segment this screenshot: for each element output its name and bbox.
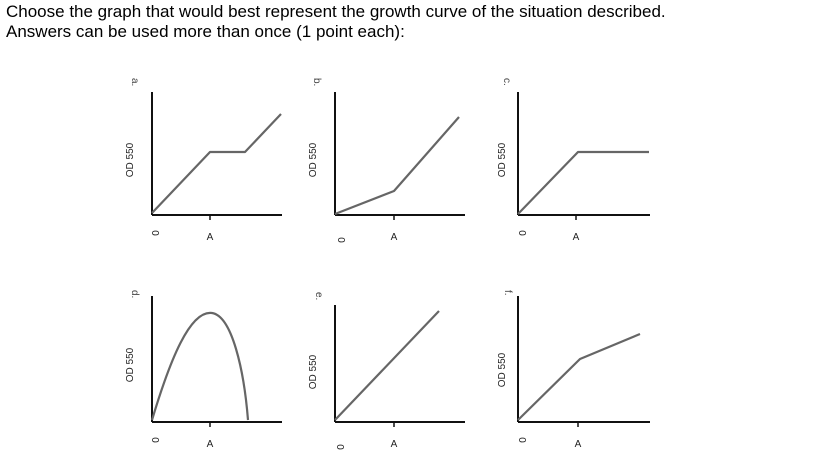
question-line-1: Choose the graph that would best represe… [6, 2, 666, 21]
x-tick-label-origin: 0 [335, 237, 346, 243]
graph-panel-3: c. OD 550 0 A [497, 78, 650, 243]
x-tick-label-origin: 0 [149, 437, 160, 443]
x-tick-label-a: A [207, 232, 214, 243]
y-axis-label: OD 550 [308, 354, 319, 389]
question-text: Choose the graph that would best represe… [6, 2, 666, 42]
growth-curve [150, 311, 250, 421]
x-tick-label-a: A [391, 232, 398, 243]
growth-curve [517, 150, 649, 215]
x-tick-label-origin: 0 [149, 230, 160, 236]
y-axis-label: OD 550 [308, 142, 319, 177]
x-tick-label-origin: 0 [516, 437, 527, 443]
y-axis-label: OD 550 [497, 142, 508, 177]
y-axis-label: OD 550 [497, 352, 508, 387]
graph-letter: b. [311, 78, 322, 86]
graph-letter: f. [502, 290, 513, 296]
graph-panel-5: e. OD 550 0 A [308, 292, 465, 450]
y-axis-label: OD 550 [125, 142, 136, 177]
x-tick-label-a: A [207, 439, 214, 450]
graph-panel-1: a. OD 550 0 A [125, 78, 282, 243]
graph-panel-2: b. OD 550 0 A [308, 78, 465, 243]
x-tick-label-a: A [573, 232, 580, 243]
growth-curve [334, 116, 460, 216]
growth-curve [334, 310, 440, 421]
question-line-2: Answers can be used more than once (1 po… [6, 22, 405, 41]
graph-panel-4: d. OD 550 0 A [125, 290, 282, 450]
graph-panel-6: f. OD 550 0 A [497, 290, 650, 450]
growth-curve [151, 113, 282, 214]
y-axis-label: OD 550 [125, 347, 136, 382]
x-tick-label-origin: 0 [334, 444, 345, 450]
graph-letter: d. [129, 290, 140, 298]
x-tick-label-a: A [391, 439, 398, 450]
graph-letter: a. [129, 78, 140, 86]
graph-letter: c. [501, 78, 512, 86]
graph-letter: e. [313, 292, 324, 300]
x-tick-label-origin: 0 [516, 230, 527, 236]
x-tick-label-a: A [575, 439, 582, 450]
growth-curve [517, 332, 641, 421]
